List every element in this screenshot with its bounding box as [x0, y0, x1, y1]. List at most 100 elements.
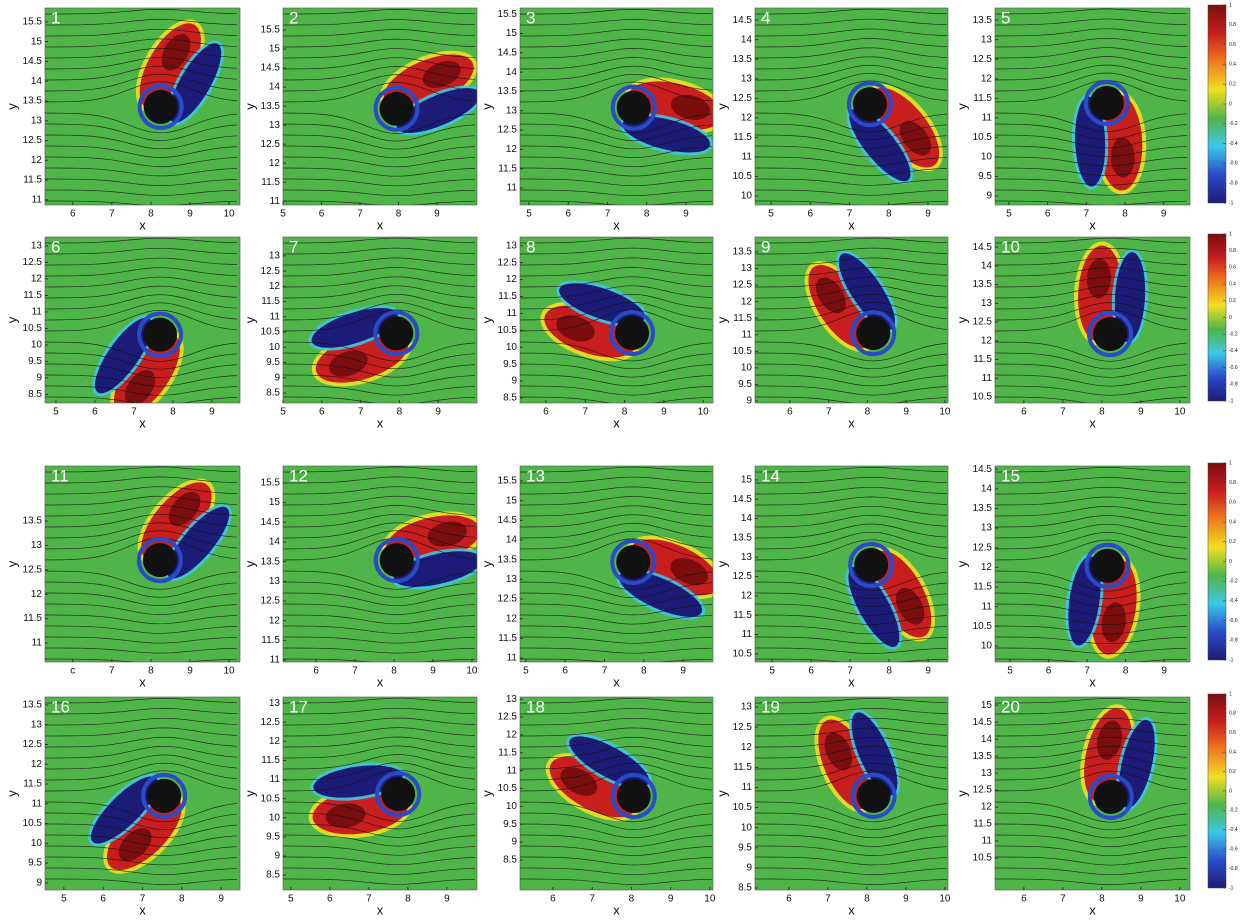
y-tick-label: 10.5	[23, 323, 43, 334]
y-tick-label: 12	[31, 589, 43, 600]
streamline	[283, 537, 476, 561]
y-tick-label: 8.5	[503, 393, 517, 404]
y-tick-label: 12.5	[261, 139, 281, 150]
x-tick-label: 9	[903, 407, 909, 418]
streamline	[520, 237, 713, 244]
y-tick-label: 11.5	[261, 296, 280, 307]
x-axis-label: x	[139, 217, 146, 232]
vortex-core	[815, 277, 846, 314]
x-tick-label: 5	[280, 209, 286, 220]
y-tick-label: 12.5	[973, 317, 993, 328]
cylinder	[852, 87, 887, 122]
plot-area	[995, 466, 1190, 662]
y-tick-label: 12.5	[733, 571, 753, 582]
streamline	[520, 522, 713, 539]
cylinder-ring	[610, 773, 657, 820]
y-axis-label: y	[954, 316, 969, 323]
streamline	[283, 293, 476, 310]
streamline	[520, 697, 713, 704]
y-tick-label: 8.5	[266, 870, 280, 881]
x-tick-label: 7	[847, 209, 853, 220]
cylinder-ring	[137, 311, 184, 358]
y-tick-label: 15	[506, 28, 518, 39]
colorbar-tick-label: 1	[1229, 691, 1232, 697]
streamline	[520, 496, 713, 506]
plot-area	[45, 697, 240, 890]
cylinder-ring	[609, 310, 656, 357]
y-tick-label: 14	[981, 734, 993, 745]
x-tick-label: 5	[1007, 666, 1013, 677]
vortex-negative	[393, 551, 477, 587]
y-tick-label: 9.5	[503, 359, 517, 370]
x-tick-label: 7	[366, 894, 372, 905]
y-tick-label: 10	[741, 191, 753, 202]
y-tick-label: 12	[981, 73, 993, 84]
streamline	[520, 647, 713, 654]
streamline	[995, 539, 1188, 561]
streamline	[520, 167, 713, 177]
panel-number: 6	[51, 237, 60, 256]
y-tick-label: 15	[506, 495, 518, 506]
streamline	[520, 538, 713, 561]
streamline	[995, 276, 1188, 288]
x-tick-label: 6	[319, 209, 325, 220]
colorbar-tick-label: 0.2	[1229, 82, 1236, 88]
y-tick-label: 13.5	[23, 516, 43, 527]
y-tick-label: 12.5	[733, 280, 753, 291]
cylinder	[854, 547, 889, 582]
panel-number: 20	[1001, 697, 1020, 716]
streamline	[995, 487, 1188, 495]
streamline	[755, 727, 948, 737]
streamline	[283, 717, 476, 726]
streamline	[45, 625, 238, 634]
y-tick-label: 13	[741, 263, 753, 274]
y-tick-label: 12	[269, 615, 281, 626]
streamline	[520, 466, 713, 473]
streamline	[755, 38, 948, 48]
cylinder-ring	[373, 85, 420, 132]
x-tick-label: 7	[1084, 666, 1090, 677]
x-tick-label: 7	[109, 209, 115, 220]
streamline	[45, 736, 238, 748]
streamline	[45, 592, 238, 607]
y-tick-label: 12.5	[498, 594, 518, 605]
streamline	[520, 341, 713, 362]
streamline	[995, 570, 1188, 592]
streamline	[520, 200, 713, 205]
streamline	[995, 754, 1188, 770]
x-axis-label: x	[377, 415, 384, 430]
x-tick-label: 6	[1021, 894, 1027, 905]
streamline	[995, 614, 1188, 626]
x-tick-label: 9	[434, 209, 440, 220]
y-axis-label: y	[714, 103, 729, 110]
y-tick-label: 13	[269, 698, 281, 709]
plot-frame	[754, 465, 949, 663]
streamline	[520, 276, 713, 288]
cylinder-ring	[1083, 79, 1130, 126]
streamline	[995, 523, 1188, 539]
cylinder-ring	[1084, 542, 1131, 589]
streamline	[995, 477, 1188, 484]
x-tick-label: 8	[644, 209, 650, 220]
x-tick-label: 6	[319, 407, 325, 418]
y-tick-label: 13	[506, 240, 518, 251]
streamline	[45, 834, 238, 847]
cylinder-ring	[850, 772, 897, 819]
y-tick-label: 11.5	[973, 819, 992, 830]
streamline	[45, 189, 238, 196]
y-tick-label: 9.5	[28, 356, 42, 367]
streamline	[995, 834, 1188, 847]
streamline	[755, 80, 948, 103]
y-tick-label: 13	[269, 576, 281, 587]
x-tick-label: 8	[629, 894, 635, 905]
x-tick-label: 5	[288, 894, 294, 905]
y-tick-label: 11	[742, 152, 753, 163]
cylinder	[1093, 317, 1128, 352]
streamline	[45, 341, 238, 362]
x-tick-label: 9	[435, 407, 441, 418]
x-tick-label: 10	[1174, 894, 1186, 905]
plot-frame	[754, 236, 949, 404]
streamline	[45, 658, 238, 662]
y-tick-label: 10	[31, 340, 43, 351]
y-tick-label: 14.5	[498, 47, 518, 58]
